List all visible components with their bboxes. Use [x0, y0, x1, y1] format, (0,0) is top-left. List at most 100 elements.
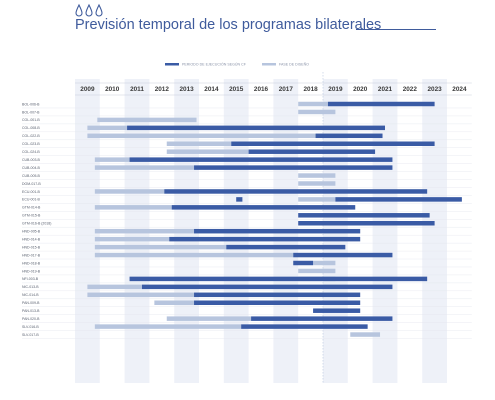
year-tick-label: 2022: [403, 86, 418, 93]
legend-swatch: [165, 63, 179, 66]
execution-period-bar: [335, 197, 462, 202]
execution-period-bar: [298, 221, 435, 226]
row-label: CUB-003-B: [22, 158, 41, 162]
row-label: COL-008-B: [22, 126, 40, 130]
design-phase-bar: [166, 316, 252, 321]
page-title: Previsión temporal de los programas bila…: [75, 17, 382, 33]
design-phase-bar: [87, 284, 142, 290]
row-label: CUB-004-B: [22, 166, 41, 170]
design-phase-bar: [94, 165, 195, 170]
row-label: COL-022-B: [22, 134, 40, 138]
row-label: HND-015-B: [22, 245, 41, 249]
execution-period-bar: [127, 125, 385, 131]
title-underline: [356, 29, 436, 30]
row-label: HND-014-B: [22, 237, 41, 241]
year-tick-label: 2017: [279, 86, 294, 93]
year-tick-label: 2020: [353, 86, 368, 93]
row-label: CUB-005-B: [22, 174, 41, 178]
design-phase-bar: [166, 141, 232, 146]
row-label: HND-017-B: [22, 253, 41, 257]
execution-period-bar: [226, 244, 346, 250]
execution-period-bar: [313, 308, 361, 313]
legend: PERIODO DE EJECUCIÓN SEGÚN CF FASE DE DIS…: [165, 62, 309, 67]
design-phase-bar: [87, 292, 195, 298]
row-label: BOL-007-B: [22, 110, 40, 114]
execution-period-bar: [129, 157, 393, 162]
execution-period-bar: [248, 149, 376, 154]
row-label: SLV-017-B: [22, 333, 39, 337]
row-gridlines: [22, 72, 472, 383]
design-phase-bar: [298, 173, 336, 178]
year-tick-label: 2019: [328, 86, 343, 93]
execution-period-bar: [141, 284, 393, 290]
execution-period-bar: [231, 141, 435, 146]
year-tick-label: 2014: [204, 86, 219, 93]
design-phase-bar: [94, 205, 172, 210]
design-phase-bar: [94, 252, 294, 258]
design-phase-bar: [154, 300, 195, 305]
year-tick-label: 2010: [105, 86, 120, 93]
row-label: PAN-009-B: [22, 301, 40, 305]
design-phase-bar: [87, 133, 316, 139]
execution-period-bar: [327, 101, 435, 107]
year-tick-label: 2024: [452, 86, 467, 93]
row-label: HND-019-B: [22, 269, 41, 273]
row-label: COL-024-B: [22, 150, 40, 154]
execution-period-bar: [194, 228, 361, 234]
execution-period-bar: [241, 324, 368, 329]
design-phase-bar: [94, 324, 242, 329]
year-tick-label: 2018: [303, 86, 318, 93]
row-labels: BOL-006-B BOL-007-B COL-001-B COL-008-B COL-…: [22, 102, 51, 337]
row-label: NIC-013-B: [22, 285, 39, 289]
year-tick-label: 2021: [378, 86, 393, 93]
year-tick-label: 2012: [155, 86, 170, 93]
year-tick-label: 2009: [80, 86, 95, 93]
row-label: DOM-017-B: [22, 182, 41, 186]
year-axis: 2009 2010 2011 2012 2013 2014 2015 2016 2017 2018…: [80, 86, 467, 93]
water-drops-icon: [75, 3, 103, 17]
year-tick-label: 2016: [254, 86, 269, 93]
execution-period-bar: [194, 292, 361, 298]
design-phase-bar: [94, 157, 130, 162]
bars: [87, 101, 462, 337]
execution-period-bar: [194, 300, 361, 305]
row-label: NFI-003-B: [22, 277, 39, 281]
design-phase-bar: [298, 268, 336, 274]
row-label: BOL-006-B: [22, 102, 40, 106]
execution-period-bar: [171, 205, 356, 210]
row-label: GTM-015-B: [22, 214, 41, 218]
design-phase-bar: [166, 149, 249, 154]
execution-period-bar: [293, 252, 393, 258]
year-tick-label: 2023: [427, 86, 442, 93]
design-phase-bar: [298, 197, 336, 202]
row-label: HND-005-B: [22, 230, 41, 234]
row-label: COL-001-B: [22, 118, 40, 122]
design-phase-bar: [94, 244, 227, 250]
year-tick-label: 2011: [130, 86, 144, 93]
design-phase-bar: [94, 228, 195, 234]
design-phase-bar: [97, 117, 197, 123]
row-label: ECU-001-B: [22, 190, 41, 194]
execution-period-bar: [164, 189, 428, 194]
execution-period-bar: [251, 316, 393, 321]
design-phase-bar: [298, 181, 336, 186]
execution-period-bar: [194, 165, 393, 170]
row-label: GTM-016-B (2018): [22, 222, 51, 226]
execution-period-bar: [169, 236, 361, 242]
execution-period-bar: [236, 197, 243, 202]
year-tick-label: 2015: [229, 86, 244, 93]
row-label: SLV-016-B: [22, 325, 39, 329]
execution-period-bar: [293, 260, 314, 266]
execution-period-bar: [298, 213, 430, 218]
legend-label: FASE DE DISEÑO: [279, 62, 309, 67]
row-label: HND-018-B: [22, 261, 41, 265]
design-phase-bar: [298, 109, 336, 115]
execution-period-bar: [129, 276, 428, 282]
design-phase-bar: [350, 332, 381, 337]
execution-period-bar: [315, 133, 383, 139]
legend-swatch: [262, 63, 276, 66]
design-phase-bar: [87, 125, 128, 131]
legend-label: PERIODO DE EJECUCIÓN SEGÚN CF: [182, 62, 247, 67]
row-label: ECU-001-B: [22, 198, 41, 202]
